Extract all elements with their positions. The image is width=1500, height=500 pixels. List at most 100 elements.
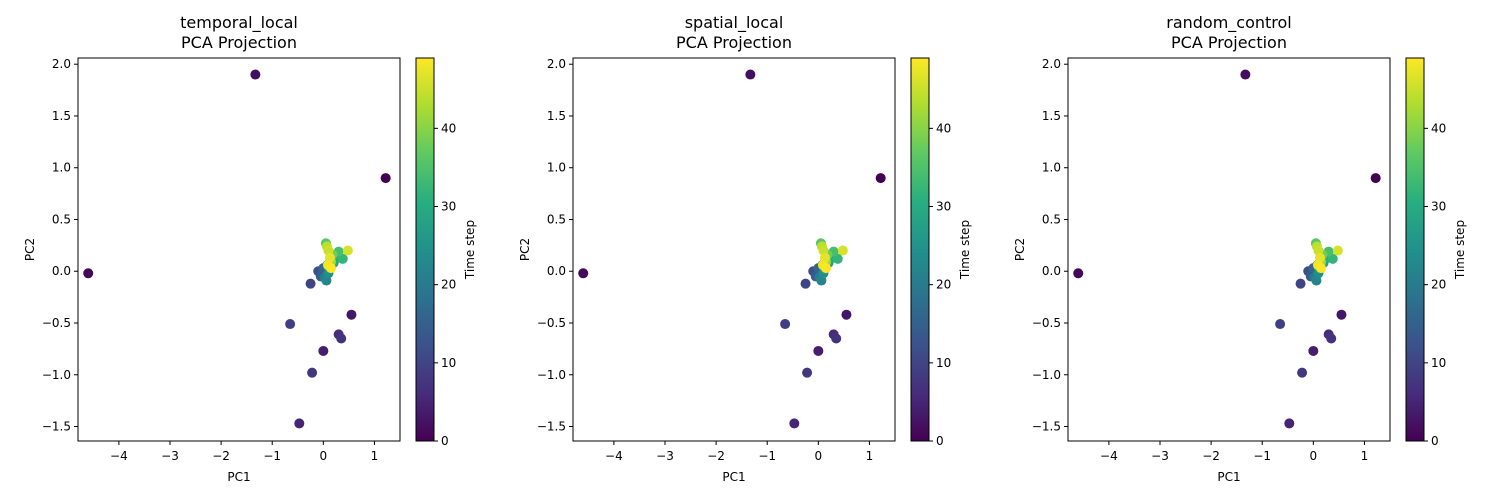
- colorbar: [1405, 57, 1425, 442]
- chart-title-line: random_control: [1166, 13, 1292, 33]
- scatter-point: [337, 253, 348, 264]
- colorbar: [910, 57, 930, 442]
- scatter-point: [1336, 309, 1347, 320]
- x-axis-label: PC1: [227, 470, 250, 484]
- scatter-point: [250, 69, 261, 80]
- x-tick-label: 1: [1361, 449, 1369, 463]
- colorbar-tick-label: 30: [1431, 200, 1446, 214]
- x-tick-label: −1: [1253, 449, 1271, 463]
- plot-frame: [77, 57, 401, 442]
- chart-title-line: PCA Projection: [1171, 33, 1287, 52]
- scatter-point: [578, 268, 589, 279]
- scatter-point: [336, 333, 347, 344]
- colorbar-tick-label: 20: [936, 278, 951, 292]
- scatter-point: [1284, 418, 1295, 429]
- scatter-point: [1073, 268, 1084, 279]
- y-tick-label: 1.0: [52, 161, 71, 175]
- x-tick-label: −3: [656, 449, 674, 463]
- scatter-point: [294, 418, 305, 429]
- y-tick-label: 1.0: [547, 161, 566, 175]
- scatter-point: [1316, 263, 1326, 274]
- y-tick-label: 0.5: [1042, 212, 1061, 226]
- colorbar-tick-label: 0: [441, 434, 449, 448]
- scatter-point: [1370, 173, 1381, 184]
- plot-frame: [1067, 57, 1391, 442]
- x-tick-label: 0: [815, 449, 823, 463]
- scatter-point: [326, 263, 336, 274]
- y-tick-label: 0.5: [547, 212, 566, 226]
- y-tick-label: −0.5: [42, 316, 71, 330]
- scatter-point: [831, 333, 842, 344]
- scatter-point: [832, 253, 843, 264]
- scatter-point: [813, 345, 824, 356]
- colorbar-tick-label: 40: [1431, 121, 1446, 135]
- x-axis-label: PC1: [1217, 470, 1240, 484]
- x-tick-label: −4: [605, 449, 623, 463]
- colorbar-tick-label: 0: [1431, 434, 1439, 448]
- y-tick-label: 0.5: [52, 212, 71, 226]
- x-tick-label: −2: [212, 449, 230, 463]
- scatter-point: [1308, 345, 1319, 356]
- colorbar-label: Time step: [1453, 220, 1467, 280]
- colorbar-label: Time step: [958, 220, 972, 280]
- y-tick-label: −1.0: [1032, 368, 1061, 382]
- scatter-point: [802, 367, 813, 378]
- x-tick-label: 0: [1310, 449, 1318, 463]
- y-axis-label: PC2: [23, 238, 37, 261]
- y-tick-label: 2.0: [52, 57, 71, 71]
- scatter-point: [307, 367, 318, 378]
- x-tick-label: −3: [161, 449, 179, 463]
- scatter-point: [1275, 319, 1286, 330]
- colorbar-tick-label: 30: [441, 200, 456, 214]
- y-tick-label: −1.0: [537, 368, 566, 382]
- chart-title-line: PCA Projection: [181, 33, 297, 52]
- y-tick-label: −0.5: [1032, 316, 1061, 330]
- scatter-point: [83, 268, 94, 279]
- y-tick-label: 1.0: [1042, 161, 1061, 175]
- scatter-point: [380, 173, 391, 184]
- scatter-point: [318, 345, 329, 356]
- y-tick-label: 2.0: [547, 57, 566, 71]
- x-tick-label: −3: [1151, 449, 1169, 463]
- scatter-point: [780, 319, 791, 330]
- scatter-point: [346, 309, 357, 320]
- colorbar-tick-label: 30: [936, 200, 951, 214]
- y-tick-label: 2.0: [1042, 57, 1061, 71]
- scatter-point: [285, 319, 296, 330]
- x-tick-label: −4: [1100, 449, 1118, 463]
- scatter-point: [789, 418, 800, 429]
- colorbar-tick-label: 40: [936, 121, 951, 135]
- y-tick-label: −1.0: [42, 368, 71, 382]
- y-axis-label: PC2: [518, 238, 532, 261]
- plot-frame: [572, 57, 896, 442]
- scatter-point: [1240, 69, 1251, 80]
- colorbar-tick-label: 20: [441, 278, 456, 292]
- y-tick-label: −0.5: [537, 316, 566, 330]
- y-tick-label: 0.0: [547, 264, 566, 278]
- colorbar-tick-label: 10: [936, 356, 951, 370]
- y-tick-label: −1.5: [42, 420, 71, 434]
- x-axis-label: PC1: [722, 470, 745, 484]
- colorbar-tick-label: 40: [441, 121, 456, 135]
- y-tick-label: 1.5: [1042, 109, 1061, 123]
- x-tick-label: −2: [1202, 449, 1220, 463]
- x-tick-label: −1: [263, 449, 281, 463]
- colorbar-label: Time step: [463, 220, 477, 280]
- x-tick-label: 1: [866, 449, 874, 463]
- scatter-point: [342, 245, 353, 256]
- x-tick-label: 0: [320, 449, 328, 463]
- colorbar-tick-label: 10: [1431, 356, 1446, 370]
- x-tick-label: −2: [707, 449, 725, 463]
- x-tick-label: 1: [371, 449, 379, 463]
- scatter-point: [1327, 253, 1338, 264]
- chart-title-line: temporal_local: [180, 13, 298, 33]
- colorbar-tick-label: 20: [1431, 278, 1446, 292]
- y-tick-label: 1.5: [547, 109, 566, 123]
- scatter-point: [1326, 333, 1337, 344]
- chart-title-line: PCA Projection: [676, 33, 792, 52]
- y-tick-label: 1.5: [52, 109, 71, 123]
- y-tick-label: −1.5: [537, 420, 566, 434]
